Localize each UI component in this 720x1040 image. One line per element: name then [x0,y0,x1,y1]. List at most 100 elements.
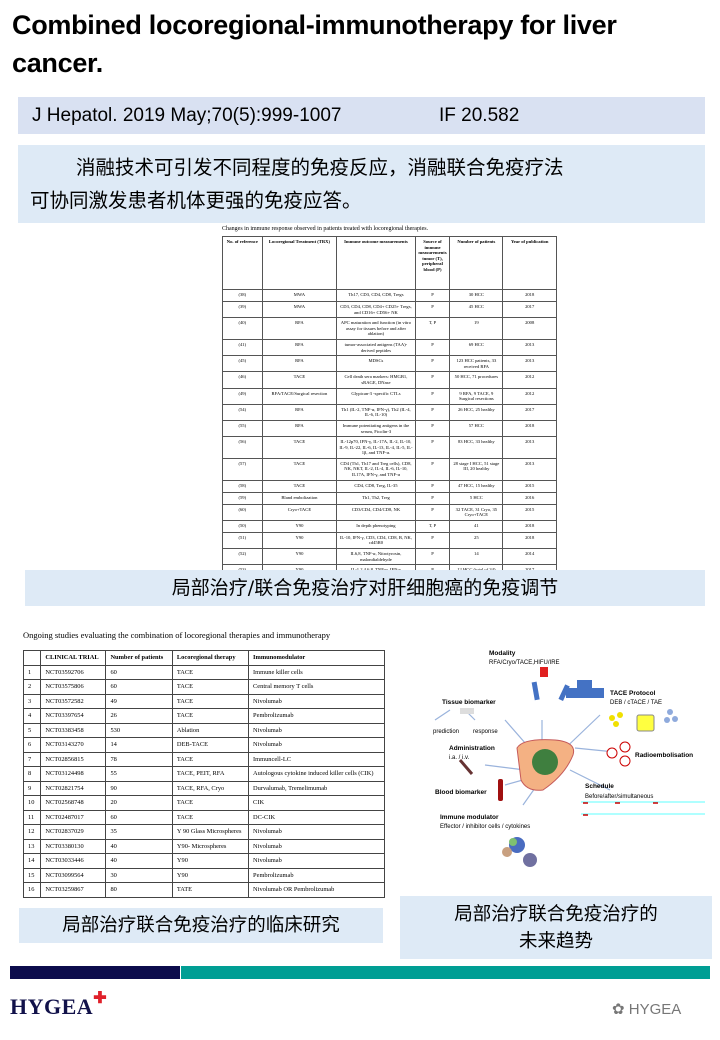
table2-caption: Ongoing studies evaluating the combinati… [23,630,331,640]
table-cell: Nivolumab [248,853,385,869]
table-cell: IL-12p70, IFN-γ, IL-17A, IL-2, IL-10, IL… [336,436,416,459]
table-row: 14 NCT03033446 40 Y90 Nivolumab [22,853,385,869]
table-cell: MWA [261,289,338,302]
table-cell: 3 [22,693,42,709]
table-cell: Nivolumab [248,693,385,709]
syringe-icon [458,759,474,775]
table-cell: 2013 [502,436,557,459]
table-row: (59) Bland embolization Th1, Th2, Treg P 5 H… [222,491,557,505]
table-cell: 123 HCC patients, 33 received RFA [449,355,504,373]
future-trends-diagram: Modality RFA/Cryo/TACE,HIFU/IRE TACE Pro… [433,650,705,867]
table-row: 3 NCT03572582 49 TACE Nivolumab [22,693,385,709]
table-cell: 2017 [502,300,557,319]
table-cell: P [414,503,451,521]
table-cell: Cell death sera markers: HMGB1, sRAGE, D… [336,371,416,389]
table-row: (60) Cryo+TACE CD3/CD4, CD4/CD8, NK P 32 TAC… [222,503,557,521]
table-row: 10 NCT02568748 20 TACE CIK [22,795,385,811]
journal-citation: J Hepatol. 2019 May;70(5):999-1007 [32,105,342,126]
table-cell: 26 [105,708,173,724]
table-cell: 2018 [502,289,557,302]
table-cell: P [414,491,451,505]
table-cell: (54) [222,403,263,421]
table-cell: TACE [261,371,338,389]
table-cell: TACE, RFA, Cryo [171,780,250,796]
table1-caption: Changes in immune response observed in p… [222,226,429,232]
table-cell: NCT02487017 [40,809,107,825]
table-cell: (58) [222,479,263,493]
table-cell: RFA [261,317,338,340]
table-cell: TACE [171,693,250,709]
table-cell: Th17, CD3, CD4, CD8, Tregs [336,289,416,302]
table-cell: Cryo+TACE [261,503,338,521]
table-row: (58) TACE CD4, CD8, Treg, IL-35 P 47 HCC, 15… [222,479,557,493]
column-header: Immunomodulator [248,650,385,666]
table-row: 5 NCT03383458 530 Ablation Nivolumab [22,722,385,738]
table-cell: TACE [261,479,338,493]
table-cell: (50) [222,519,263,533]
table-cell: 50 HCC, 71 procedures [449,371,504,389]
citation-band: J Hepatol. 2019 May;70(5):999-1007 IF 20… [18,97,705,134]
schedule-text: Before/after/simultaneous [585,794,653,800]
table-cell: CD4, CD8, Treg, IL-35 [336,479,416,493]
table-cell: 9 [22,780,42,796]
admin-text: i.a. / i.v. [449,755,470,761]
table-cell: DEB-TACE [171,737,250,753]
table-cell: IL-10, IFN-γ, CD3, CD4, CD8, B, NK, cd45… [336,531,416,550]
table-cell: 20 [105,795,173,811]
table-cell: NCT03575806 [40,679,107,695]
section-band-immune-regulation: 局部治疗/联合免疫治疗对肝细胞癌的免疫调节 [25,570,705,606]
table-cell: P [414,387,451,405]
table-cell: NCT03572582 [40,693,107,709]
table-cell: T, P [414,317,451,340]
summary-line-1: 消融技术可引发不同程度的免疫反应，消融联合免疫疗法 [76,156,564,179]
table-cell: 2013 [502,355,557,373]
footer-bar-teal [181,966,710,979]
tissue-prediction: prediction [433,729,459,735]
table-row: 8 NCT03124498 55 TACE, PEIT, RFA Autologous … [22,766,385,782]
table-row: (51) Y90 IL-10, IFN-γ, CD3, CD4, CD8, B, N… [222,531,557,550]
table-cell: P [414,300,451,319]
table-cell: (57) [222,457,263,481]
table-cell: 15 [22,867,42,883]
table-cell: NCT03397654 [40,708,107,724]
table-cell: TACE [171,751,250,767]
table-cell: 69 HCC [449,338,504,357]
footer-bar-navy [10,966,180,979]
table-row: (52) Y90 IL6,8, TNF-α, Nitrotyrosin, malon… [222,548,557,566]
table-cell: Bland embolization [261,491,338,505]
tace-title: TACE Protocol [610,690,656,697]
table-cell: Immuncell-LC [248,751,385,767]
table-cell: Central memory T cells [248,679,385,695]
table-row: (50) Y90 In depth phenotyping T, P 41 2018 [222,519,557,533]
table-cell: 11 [22,809,42,825]
table-cell: NCT03143270 [40,737,107,753]
table-cell: 41 [449,519,504,533]
table-cell: 40 [105,838,173,854]
table-cell: 30 [105,867,173,883]
table-cell: P [414,479,451,493]
table-cell: 60 [105,664,173,680]
table-cell: RFA/TACE/Surgical resection [261,387,338,405]
table-cell: 2012 [502,371,557,389]
table-cell: DC-CIK [248,809,385,825]
table-cell: Nivolumab [248,838,385,854]
column-header: Number of patients [105,650,173,666]
tace-text: DEB / cTACE / TAE [610,700,662,706]
table-cell: P [414,457,451,481]
radio-title: Radioembolisation [635,752,693,759]
tace-vial-icon [636,714,655,732]
table-cell: 9 RFA, 9 TACE, 9 Surgical resections [449,387,504,405]
table-cell: 530 [105,722,173,738]
table-cell: 5 HCC [449,491,504,505]
table-cell: Th1, Th2, Treg [336,491,416,505]
summary-line-2: 可协同激发患者机体更强的免疫应答。 [30,189,362,212]
table-cell: Autologous cytokine induced killer cells… [248,766,385,782]
table-row: (39) MWA CD3, CD4, CD8, CD4+ CD25+ Tregs, … [222,300,557,319]
table-cell: 60 [105,809,173,825]
table-cell: Nivolumab [248,824,385,840]
table-cell: 60 [105,679,173,695]
table-cell: Y90 [261,519,338,533]
table-cell: 28 stage I HCC, 51 stage III, 20 healthy [449,457,504,481]
table-cell: APC maturation and function (in vitro as… [336,317,416,340]
table-row: 13 NCT03380130 40 Y90- Microspheres Nivoluma… [22,838,385,854]
